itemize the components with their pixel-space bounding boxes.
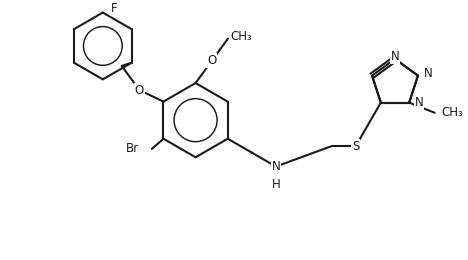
Text: O: O — [207, 54, 216, 67]
Text: N: N — [271, 160, 280, 173]
Text: O: O — [135, 83, 144, 96]
Text: N: N — [424, 67, 432, 80]
Text: F: F — [111, 2, 118, 15]
Text: N: N — [391, 50, 399, 63]
Text: N: N — [415, 96, 424, 109]
Text: Br: Br — [126, 142, 139, 155]
Text: H: H — [271, 178, 280, 191]
Text: S: S — [352, 140, 359, 153]
Text: CH₃: CH₃ — [230, 30, 252, 43]
Text: CH₃: CH₃ — [442, 106, 463, 119]
